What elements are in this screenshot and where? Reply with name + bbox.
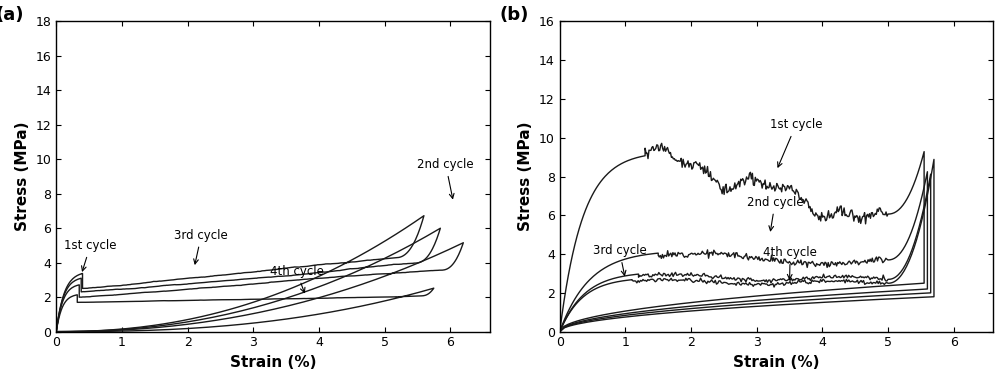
Text: 2nd cycle: 2nd cycle (747, 196, 803, 231)
Text: (b): (b) (499, 6, 528, 24)
Text: 1st cycle: 1st cycle (770, 118, 822, 167)
Text: 1st cycle: 1st cycle (64, 239, 117, 271)
Text: (a): (a) (0, 6, 24, 24)
X-axis label: Strain (%): Strain (%) (230, 355, 316, 370)
X-axis label: Strain (%): Strain (%) (733, 355, 820, 370)
Text: 3rd cycle: 3rd cycle (593, 244, 646, 275)
Text: 3rd cycle: 3rd cycle (174, 228, 228, 264)
Y-axis label: Stress (MPa): Stress (MPa) (518, 122, 533, 231)
Text: 4th cycle: 4th cycle (763, 246, 817, 279)
Text: 4th cycle: 4th cycle (270, 265, 324, 293)
Y-axis label: Stress (MPa): Stress (MPa) (15, 122, 30, 231)
Text: 2nd cycle: 2nd cycle (417, 158, 474, 198)
